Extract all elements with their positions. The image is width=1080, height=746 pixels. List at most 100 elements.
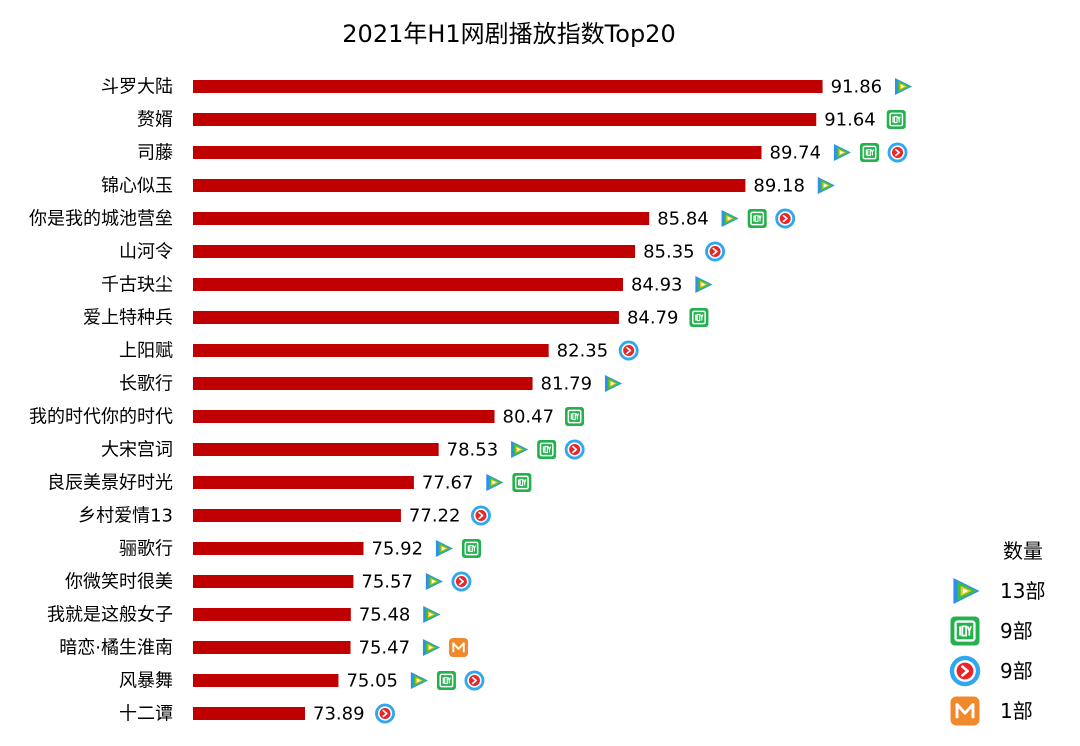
youku-icon — [705, 241, 726, 262]
category-label: 我就是这般女子 — [47, 605, 173, 626]
value-label: 84.79 — [627, 308, 679, 329]
youku-icon — [949, 655, 981, 687]
tencent-video-icon — [695, 275, 713, 294]
tencent-video-icon — [486, 473, 504, 492]
bar-row: 暗恋·橘生淮南 75.47 — [59, 637, 469, 659]
category-label: 赘婿 — [137, 110, 173, 131]
value-label: 77.67 — [422, 473, 474, 494]
mango-tv-icon — [449, 638, 469, 657]
bars-group: 斗罗大陆 91.86 赘婿 91.64 司藤 89.74 锦心似玉 89.18 你是我的城池营垒… — [29, 77, 913, 725]
value-label: 82.35 — [557, 341, 609, 362]
bar-row: 山河令 85.35 — [119, 241, 726, 263]
tencent-video-icon — [410, 671, 428, 690]
youku-icon — [464, 670, 485, 691]
value-label: 80.47 — [503, 407, 555, 428]
youku-icon — [451, 571, 472, 592]
tencent-video-icon — [604, 374, 623, 393]
legend-label: 9部 — [1000, 659, 1033, 683]
value-label: 84.93 — [631, 275, 683, 296]
iqiyi-icon — [537, 440, 557, 459]
iqiyi-icon — [565, 407, 585, 426]
bar-row: 骊歌行 75.92 — [119, 539, 481, 560]
value-label: 91.86 — [831, 77, 883, 98]
value-label: 75.48 — [359, 605, 411, 626]
category-label: 我的时代你的时代 — [29, 407, 173, 428]
tencent-video-icon — [833, 143, 852, 162]
bar — [193, 674, 339, 687]
bar — [193, 80, 823, 93]
category-label: 爱上特种兵 — [83, 308, 173, 329]
legend-label: 13部 — [1000, 579, 1045, 603]
bar — [193, 245, 636, 258]
category-label: 上阳赋 — [119, 341, 173, 362]
category-label: 司藤 — [137, 143, 173, 164]
youku-icon — [470, 505, 491, 526]
legend-item: 9部 — [950, 616, 1033, 646]
bar — [193, 278, 623, 291]
legend: 数量 13部 9部 9部 1部 — [949, 539, 1045, 726]
bar-row: 十二谭 73.89 — [119, 703, 396, 725]
tencent-video-icon — [423, 605, 441, 624]
legend-label: 9部 — [1000, 619, 1033, 643]
bar-row: 我就是这般女子 75.48 — [47, 605, 441, 626]
category-label: 十二谭 — [119, 704, 173, 725]
bar — [193, 542, 364, 555]
bar — [193, 146, 762, 159]
category-label: 良辰美景好时光 — [47, 473, 173, 494]
tencent-video-icon — [817, 176, 835, 195]
value-label: 89.18 — [753, 176, 805, 197]
category-label: 山河令 — [119, 242, 173, 263]
value-label: 81.79 — [541, 374, 593, 395]
category-label: 你微笑时很美 — [65, 572, 173, 593]
category-label: 你是我的城池营垒 — [29, 209, 173, 230]
iqiyi-icon — [689, 308, 709, 327]
tencent-video-icon — [425, 572, 443, 591]
category-label: 斗罗大陆 — [101, 77, 173, 98]
iqiyi-icon — [886, 110, 906, 129]
bar-row: 千古玦尘 84.93 — [101, 275, 713, 296]
iqiyi-icon — [512, 473, 532, 492]
bar — [193, 410, 495, 423]
bar-row: 锦心似玉 89.18 — [101, 176, 835, 197]
iqiyi-icon — [461, 539, 481, 558]
category-label: 乡村爱情13 — [78, 506, 173, 527]
tencent-video-icon — [435, 539, 453, 558]
chart-title: 2021年H1网剧播放指数Top20 — [342, 20, 675, 48]
category-label: 骊歌行 — [119, 539, 173, 560]
value-label: 75.47 — [359, 638, 411, 659]
value-label: 75.05 — [346, 671, 398, 692]
category-label: 千古玦尘 — [101, 275, 173, 296]
bar-row: 我的时代你的时代 80.47 — [29, 407, 585, 428]
bar — [193, 179, 746, 192]
bar — [193, 575, 354, 588]
bar-row: 上阳赋 82.35 — [119, 341, 639, 362]
bar-row: 乡村爱情13 77.22 — [78, 506, 491, 527]
legend-item: 13部 — [953, 577, 1045, 605]
legend-item: 1部 — [950, 696, 1033, 726]
youku-icon — [618, 340, 639, 361]
tencent-video-icon — [894, 77, 913, 96]
youku-icon — [375, 703, 396, 724]
bar-row: 你微笑时很美 75.57 — [65, 571, 472, 593]
iqiyi-icon — [436, 671, 456, 690]
bar-row: 赘婿 91.64 — [137, 110, 906, 131]
bar — [193, 608, 351, 621]
bar — [193, 113, 817, 126]
bar — [193, 707, 306, 720]
value-label: 75.92 — [371, 539, 423, 560]
bar-row: 大宋宫词 78.53 — [101, 440, 585, 461]
value-label: 78.53 — [447, 440, 499, 461]
bar-row: 斗罗大陆 91.86 — [101, 77, 913, 98]
category-label: 暗恋·橘生淮南 — [59, 637, 173, 659]
mango-tv-icon — [950, 696, 980, 726]
value-label: 77.22 — [409, 506, 461, 527]
tencent-video-icon — [953, 577, 980, 605]
bar-row: 长歌行 81.79 — [119, 374, 623, 395]
category-label: 锦心似玉 — [101, 176, 173, 197]
legend-item: 9部 — [949, 655, 1033, 687]
category-label: 风暴舞 — [119, 671, 173, 692]
category-label: 长歌行 — [119, 374, 173, 395]
value-label: 85.84 — [657, 209, 709, 230]
legend-title: 数量 — [1003, 539, 1043, 563]
